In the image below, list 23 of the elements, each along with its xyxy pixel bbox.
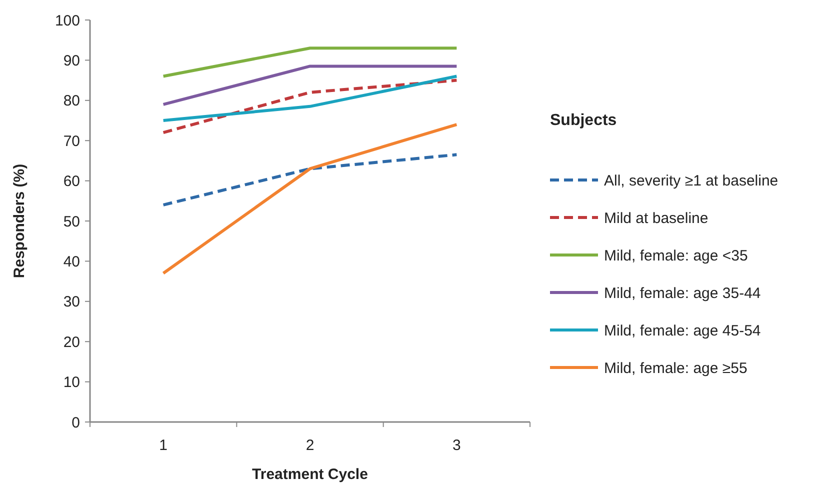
legend-label: Mild, female: age ≥55: [604, 360, 748, 377]
legend-label: Mild, female: age <35: [604, 247, 748, 264]
y-tick-label: 0: [72, 414, 80, 432]
x-axis-title: Treatment Cycle: [252, 466, 368, 483]
y-tick-label: 100: [54, 12, 80, 30]
x-tick-label: 3: [452, 437, 461, 454]
legend-title: Subjects: [550, 112, 617, 129]
y-tick-label: 40: [63, 253, 80, 270]
y-tick-label: 10: [63, 374, 80, 392]
x-tick-label: 1: [159, 437, 168, 454]
legend-label: All, severity ≥1 at baseline: [604, 172, 778, 190]
x-tick-label: 2: [306, 437, 314, 454]
y-tick-label: 20: [63, 334, 80, 351]
y-tick-label: 30: [63, 294, 80, 311]
y-tick-label: 90: [63, 52, 80, 70]
y-tick-label: 70: [63, 132, 80, 150]
y-axis-title: Responders (%): [11, 164, 28, 278]
legend-label: Mild, female: age 35-44: [604, 284, 761, 302]
y-tick-label: 50: [63, 213, 80, 230]
y-tick-label: 80: [63, 92, 80, 110]
legend-label: Mild, female: age 45-54: [604, 322, 761, 340]
legend-label: Mild at baseline: [604, 210, 708, 227]
y-tick-label: 60: [63, 173, 80, 190]
